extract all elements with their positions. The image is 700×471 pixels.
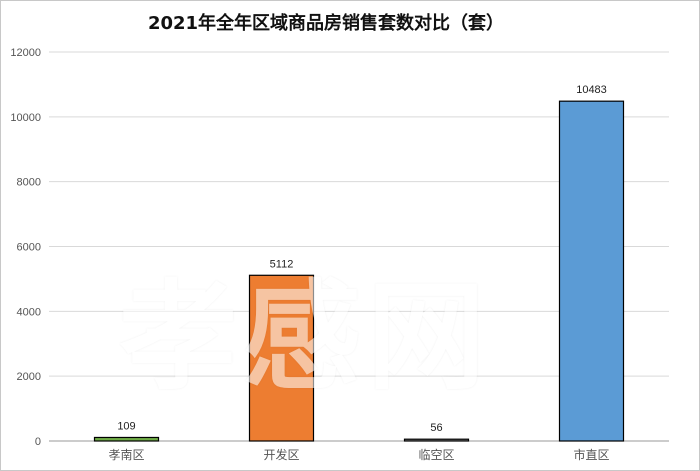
chart-title: 2021年全年区域商品房销售套数对比（套） bbox=[147, 13, 505, 34]
y-tick-label: 0 bbox=[35, 436, 41, 448]
y-tick-label: 4000 bbox=[17, 306, 41, 318]
bar bbox=[93, 436, 160, 442]
y-tick-label: 10000 bbox=[10, 112, 41, 124]
data-label: 10483 bbox=[576, 84, 607, 96]
y-tick-label: 6000 bbox=[17, 242, 41, 254]
data-label: 5112 bbox=[270, 258, 294, 270]
data-label: 56 bbox=[430, 422, 442, 434]
y-tick-label: 12000 bbox=[10, 47, 41, 59]
x-tick-label: 孝南区 bbox=[108, 447, 144, 462]
y-tick-label: 2000 bbox=[17, 371, 41, 383]
bar bbox=[558, 100, 625, 442]
bar bbox=[403, 438, 470, 442]
x-tick-label: 开发区 bbox=[263, 447, 299, 462]
y-tick-label: 8000 bbox=[17, 177, 41, 189]
x-tick-label: 市直区 bbox=[573, 447, 609, 462]
bar bbox=[248, 274, 315, 442]
data-label: 109 bbox=[117, 420, 135, 432]
x-tick-label: 临空区 bbox=[418, 448, 454, 462]
